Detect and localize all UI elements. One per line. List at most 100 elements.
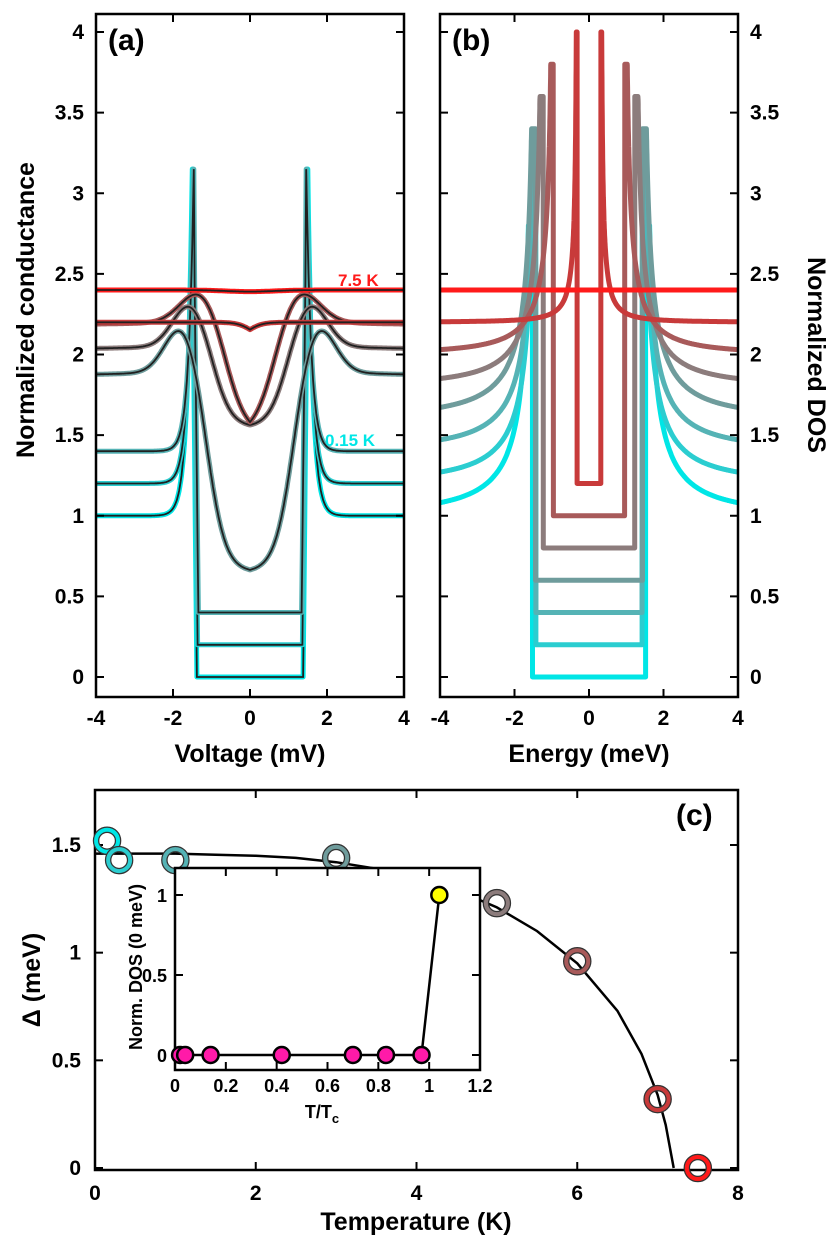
ytick-label: 1.5 xyxy=(55,424,85,447)
xtick-label: 0 xyxy=(89,1182,101,1205)
ytick-label: 2 xyxy=(750,344,762,367)
ytick-label: 0 xyxy=(157,1046,167,1066)
panel-a-xlabel: Voltage (mV) xyxy=(175,740,326,768)
dos-curve-5-K xyxy=(440,94,738,551)
panel-a-label: (a) xyxy=(108,24,145,57)
xtick-label: 0.8 xyxy=(366,1076,391,1096)
panel-c-ylabel: Δ (meV) xyxy=(18,933,46,1027)
panel-c: 0 2 4 6 8 0 0.5 1 1.5 (c) Temperature (K) Δ (meV… xyxy=(18,788,744,1236)
xtick-label: 1.2 xyxy=(467,1076,492,1096)
conductance-fit-0-15-K xyxy=(96,169,404,678)
panel-b-ylabel: Normalized DOS xyxy=(802,257,830,453)
annotation-7-5K: 7.5 K xyxy=(338,271,379,290)
dos-curve-0-3-K xyxy=(440,190,738,648)
ytick-label: 1 xyxy=(157,886,167,906)
gap-point-7 xyxy=(684,1155,711,1181)
xtick-label: 2 xyxy=(321,707,333,730)
xtick-label: 0.4 xyxy=(264,1076,289,1096)
conductance-fit-1-K xyxy=(96,169,404,614)
conductance-curve-7-K xyxy=(94,319,406,333)
ytick-label: 1.5 xyxy=(52,834,82,857)
gap-point-6 xyxy=(644,1086,671,1113)
xtick-label: 8 xyxy=(732,1182,744,1205)
conductance-fit-7-5-K xyxy=(96,289,404,293)
gap-point-5 xyxy=(564,948,591,975)
gap-point-3 xyxy=(323,844,350,871)
ytick-label: 0 xyxy=(69,1157,81,1180)
gap-point-1 xyxy=(106,847,133,874)
ytick-label: 2.5 xyxy=(750,263,780,286)
xtick-label: -2 xyxy=(164,707,183,730)
ytick-label: 3 xyxy=(72,182,84,205)
xtick-label: 2 xyxy=(250,1182,262,1205)
conductance-fit-6-K xyxy=(96,293,404,424)
xtick-label: -2 xyxy=(505,707,524,730)
inset: 0 0.2 0.4 0.6 0.8 1 1.2 0 0.5 1 T/Tc Norm. DOS (0… xyxy=(126,866,493,1126)
ytick-label: 4 xyxy=(750,21,762,44)
xtick-label: 6 xyxy=(571,1182,583,1205)
conductance-curve-1-K xyxy=(94,166,406,615)
inset-xlabel: T/Tc xyxy=(305,1102,339,1126)
inset-point-1 xyxy=(175,1045,195,1065)
xtick-label: 0 xyxy=(583,707,595,730)
ytick-label: 3 xyxy=(750,182,762,205)
panel-a-frame xyxy=(94,12,406,699)
xtick-label: -4 xyxy=(87,707,106,730)
ytick-label: 0 xyxy=(72,666,84,689)
ytick-label: 0.5 xyxy=(142,966,167,986)
panel-b-xlabel: Energy (meV) xyxy=(508,740,669,768)
ytick-label: 1 xyxy=(72,505,84,528)
xtick-label: 0 xyxy=(170,1076,180,1096)
ytick-label: 3.5 xyxy=(55,102,85,125)
dos-curve-6-K xyxy=(440,61,738,519)
xtick-label: 0 xyxy=(244,707,256,730)
inset-point-2 xyxy=(201,1045,220,1065)
panel-b: -4 -2 0 2 400.511.522.533.54 (b) Energy (meV… xyxy=(431,12,830,768)
ytick-label: 1.5 xyxy=(750,424,780,447)
dos-curve-7-K xyxy=(440,29,738,486)
ytick-label: 4 xyxy=(72,21,84,44)
ytick-label: 0.5 xyxy=(750,585,780,608)
xtick-label: 0.2 xyxy=(213,1076,238,1096)
panel-a: -4 -2 0 2 4 0 0.5 1 1.5 2 2.5 3 3.5 4 (a) Voltage (mV… xyxy=(12,12,410,768)
inset-ylabel: Norm. DOS (0 meV) xyxy=(126,884,146,1050)
conductance-fit-3-K xyxy=(95,330,405,571)
panel-c-label: (c) xyxy=(676,799,713,832)
ytick-label: 1 xyxy=(750,505,762,528)
panel-b-label: (b) xyxy=(452,24,490,57)
inset-point-3 xyxy=(272,1045,291,1065)
xtick-label: 4 xyxy=(411,1182,423,1205)
ytick-label: 0.5 xyxy=(52,1049,82,1072)
gap-point-4 xyxy=(483,890,510,917)
panel-c-xlabel: Temperature (K) xyxy=(320,1208,511,1236)
annotation-0-15K: 0.15 K xyxy=(325,431,376,450)
xtick-label: 4 xyxy=(398,707,410,730)
ytick-label: 2 xyxy=(72,344,84,367)
inset-point-7 xyxy=(430,885,449,905)
xtick-label: 2 xyxy=(658,707,670,730)
conductance-fit-0-3-K xyxy=(96,169,404,646)
dos-curve-3-K xyxy=(440,126,738,583)
ytick-label: 3.5 xyxy=(750,102,780,125)
gap-point-0 xyxy=(94,827,121,854)
ytick-label: 1 xyxy=(69,942,81,965)
inset-point-5 xyxy=(376,1045,396,1065)
xtick-label: 1 xyxy=(424,1076,434,1096)
panel-a-ylabel: Normalized conductance xyxy=(12,162,40,458)
inset-point-6 xyxy=(412,1045,431,1065)
inset-point-4 xyxy=(343,1045,363,1065)
conductance-curve-6-K xyxy=(94,292,406,425)
conductance-curve-0-3-K xyxy=(94,166,406,648)
panel-b-frame xyxy=(438,12,740,699)
ytick-label: 0.5 xyxy=(55,585,85,608)
xtick-label: 0.6 xyxy=(315,1076,340,1096)
conductance-fit-7-K xyxy=(96,321,404,331)
xtick-label: -4 xyxy=(431,707,450,730)
dos-curve-0-15-K xyxy=(440,223,738,680)
ytick-label: 0 xyxy=(750,666,762,689)
dos-curve-1-K xyxy=(440,158,738,615)
ytick-label: 2.5 xyxy=(55,263,85,286)
xtick-label: 4 xyxy=(732,707,744,730)
conductance-fit-5-K xyxy=(96,305,404,426)
